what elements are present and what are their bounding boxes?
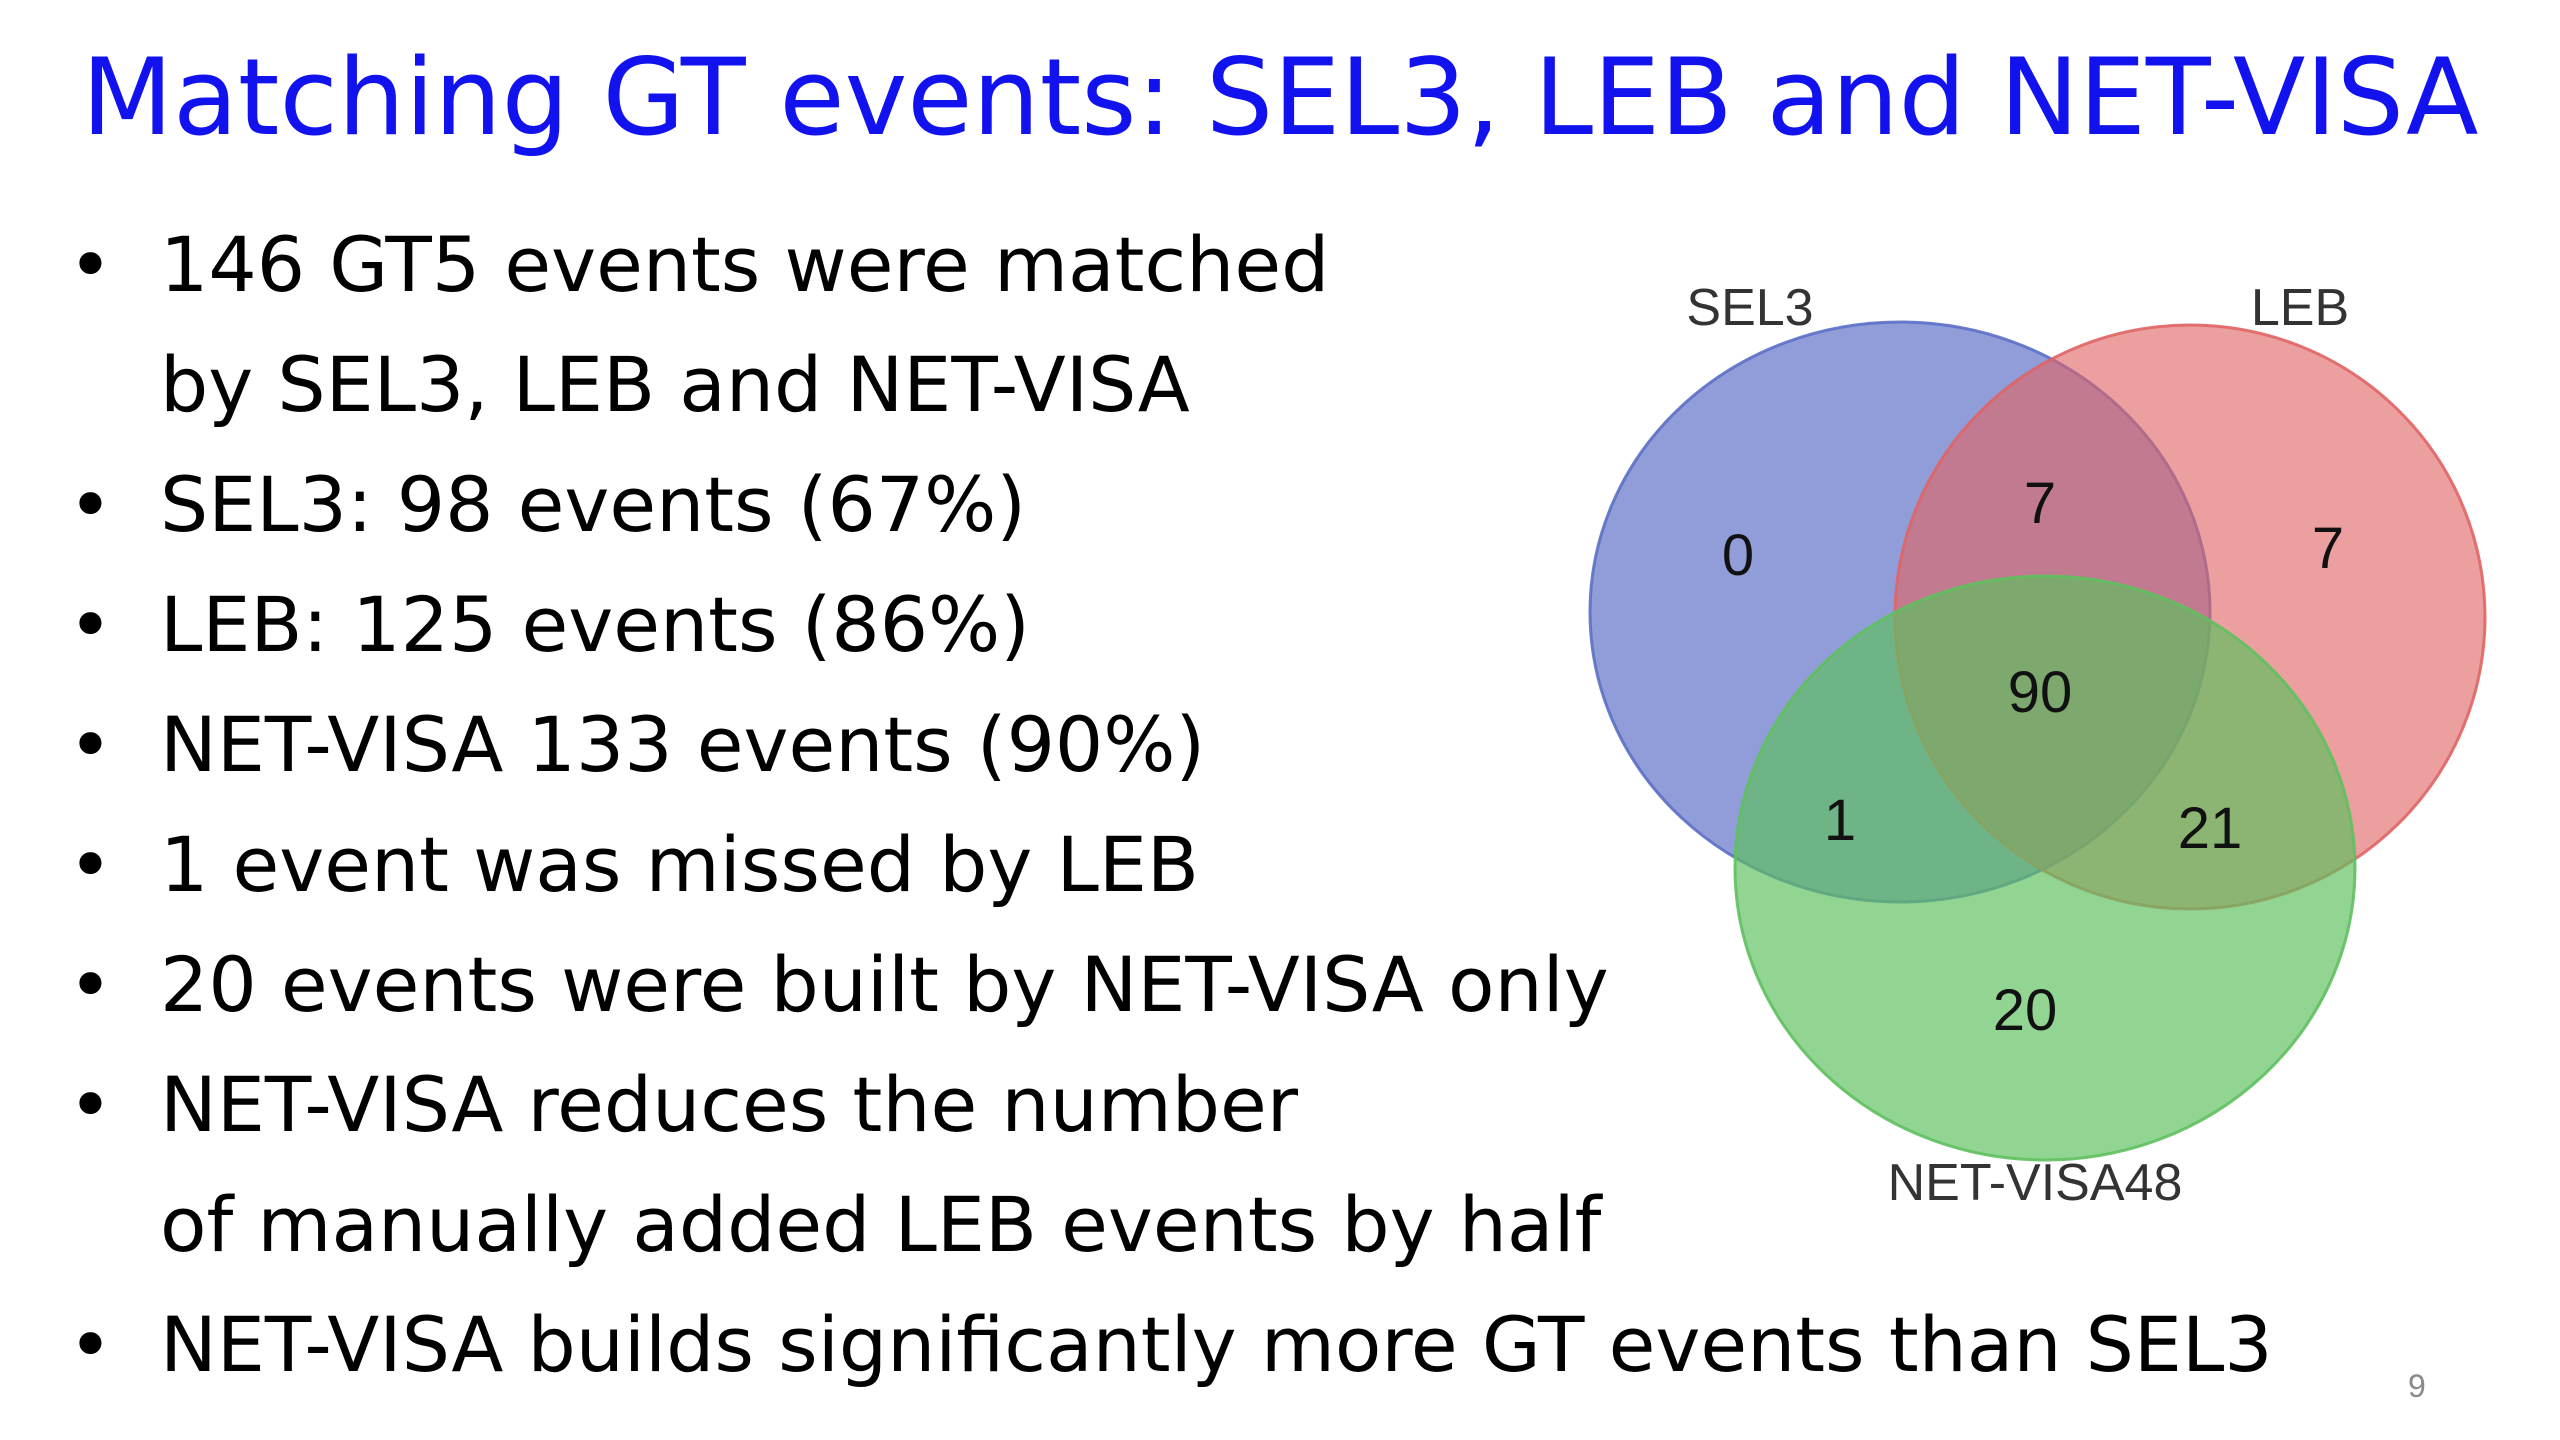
bullet-item: • NET-VISA 133 events (90%)	[60, 685, 2273, 805]
bullet-item: • NET-VISA builds significantly more GT …	[60, 1285, 2273, 1405]
venn-set-label-netvisa48: NET-VISA48	[1888, 1154, 2183, 1212]
bullet-item: • 146 GT5 events were matched by SEL3, L…	[60, 205, 2273, 445]
bullet-item: • 1 event was missed by LEB	[60, 805, 2273, 925]
venn-value-all-three: 90	[2008, 660, 2073, 725]
page-number: 9	[2408, 1368, 2426, 1404]
venn-circle-netvisa48	[1733, 574, 2357, 1162]
bullet-item: • SEL3: 98 events (67%)	[60, 445, 2273, 565]
bullet-line: NET-VISA reduces the number	[160, 1060, 1299, 1149]
bullet-dot: •	[68, 1300, 113, 1389]
bullet-line: 1 event was missed by LEB	[160, 820, 1199, 909]
bullet-line: by SEL3, LEB and NET-VISA	[160, 340, 1190, 429]
bullet-dot: •	[68, 1060, 113, 1149]
bullet-list: • 146 GT5 events were matched by SEL3, L…	[60, 205, 2273, 1405]
bullet-line: NET-VISA 133 events (90%)	[160, 700, 1206, 789]
venn-value-sel3-netvisa: 1	[1824, 788, 1856, 853]
venn-diagram: SEL3 LEB NET-VISA48 0 7 7 90 1 21 20	[1588, 279, 2487, 1212]
venn-set-label-sel3: SEL3	[1686, 279, 1813, 337]
venn-value-netvisa-only: 20	[1993, 978, 2058, 1043]
slide-title: Matching GT events: SEL3, LEB and NET-VI…	[81, 36, 2479, 159]
bullet-line: NET-VISA builds significantly more GT ev…	[160, 1300, 2273, 1389]
bullet-line: 146 GT5 events were matched	[160, 220, 1330, 309]
bullet-dot: •	[68, 220, 113, 309]
bullet-item: • NET-VISA reduces the number of manuall…	[60, 1045, 2273, 1285]
bullet-dot: •	[68, 700, 113, 789]
bullet-dot: •	[68, 460, 113, 549]
bullet-dot: •	[68, 820, 113, 909]
bullet-line: SEL3: 98 events (67%)	[160, 460, 1027, 549]
bullet-line: 20 events were built by NET-VISA only	[160, 940, 1609, 1029]
bullet-dot: •	[68, 580, 113, 669]
venn-set-label-leb: LEB	[2251, 279, 2349, 337]
bullet-item: • 20 events were built by NET-VISA only	[60, 925, 2273, 1045]
venn-value-leb-netvisa: 21	[2178, 796, 2243, 861]
bullet-dot: •	[68, 940, 113, 1029]
venn-value-sel3-only: 0	[1722, 523, 1754, 588]
venn-value-leb-only: 7	[2312, 516, 2344, 581]
venn-value-sel3-leb: 7	[2024, 471, 2056, 536]
bullet-item: • LEB: 125 events (86%)	[60, 565, 2273, 685]
bullet-line: LEB: 125 events (86%)	[160, 580, 1030, 669]
bullet-line: of manually added LEB events by half	[160, 1180, 1602, 1269]
